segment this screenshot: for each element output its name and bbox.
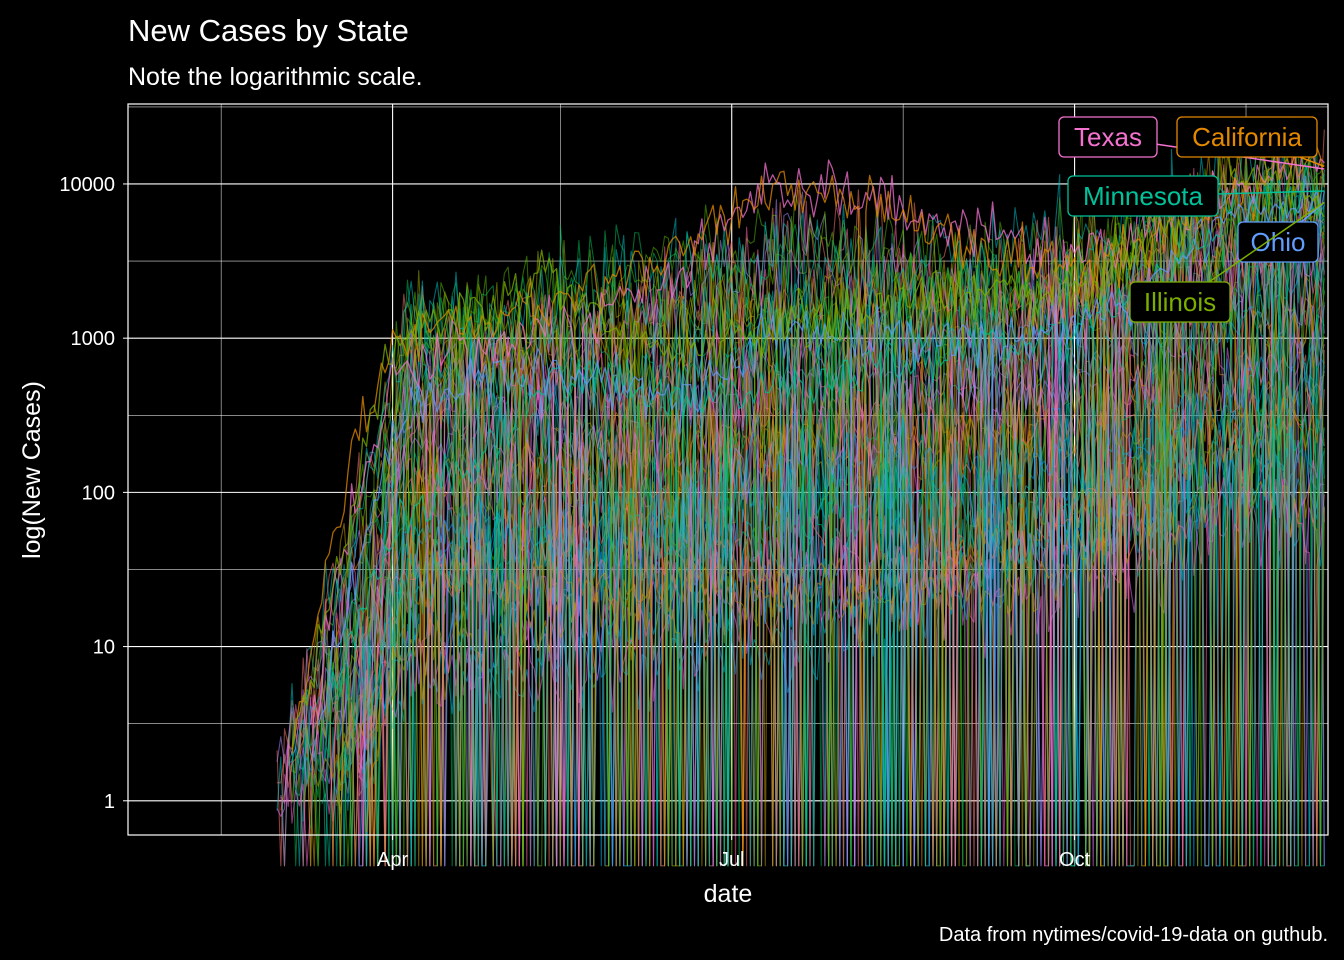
label-leader-california xyxy=(1299,156,1325,168)
y-tick-label: 1000 xyxy=(71,328,116,350)
label-leader-illinois xyxy=(1208,201,1325,283)
label-box-texas xyxy=(1058,116,1158,158)
background-state-line xyxy=(295,117,1325,867)
series-labels: Texas California Minnesota Ohio Illinois xyxy=(1058,116,1325,323)
label-text-california: California xyxy=(1192,122,1302,152)
series-line-ohio xyxy=(317,175,1325,867)
y-tick-label: 1 xyxy=(104,791,115,813)
y-tick-label: 100 xyxy=(82,482,115,504)
label-box-illinois xyxy=(1129,281,1231,323)
x-tick-label: Jul xyxy=(719,849,745,871)
background-state-line xyxy=(332,344,1325,867)
chart-title: New Cases by State xyxy=(128,13,409,48)
label-box-minnesota xyxy=(1067,175,1219,217)
label-text-ohio: Ohio xyxy=(1251,227,1306,257)
background-state-line xyxy=(298,279,1325,867)
chart-subtitle: Note the logarithmic scale. xyxy=(128,63,423,91)
plot-panel-border xyxy=(127,103,1329,836)
x-tick-label: Apr xyxy=(377,849,408,871)
x-axis-ticks: Apr Jul Oct xyxy=(377,835,1091,871)
series-line-minnesota xyxy=(328,163,1325,867)
highlighted-state-lines xyxy=(291,138,1325,867)
y-axis-label: log(New Cases) xyxy=(18,381,46,559)
background-state-line xyxy=(321,121,1325,867)
label-leader-minnesota xyxy=(1217,190,1325,195)
x-tick-label: Oct xyxy=(1059,849,1091,871)
label-text-texas: Texas xyxy=(1074,122,1142,152)
background-state-line xyxy=(310,456,1325,867)
series-line-texas xyxy=(309,142,1325,867)
label-text-minnesota: Minnesota xyxy=(1083,181,1203,211)
x-axis-label: date xyxy=(704,880,753,908)
chart-caption: Data from nytimes/covid-19-data on guthu… xyxy=(939,924,1328,946)
y-tick-label: 10000 xyxy=(59,174,115,196)
series-line-california xyxy=(291,144,1325,867)
series-line-illinois xyxy=(291,138,1325,867)
y-axis-ticks: 1 10 100 1000 10000 xyxy=(59,174,128,813)
label-text-illinois: Illinois xyxy=(1144,287,1216,317)
y-tick-label: 10 xyxy=(93,637,115,659)
label-box-ohio xyxy=(1237,221,1319,263)
label-box-california xyxy=(1176,116,1318,158)
background-state-line xyxy=(339,384,1325,867)
